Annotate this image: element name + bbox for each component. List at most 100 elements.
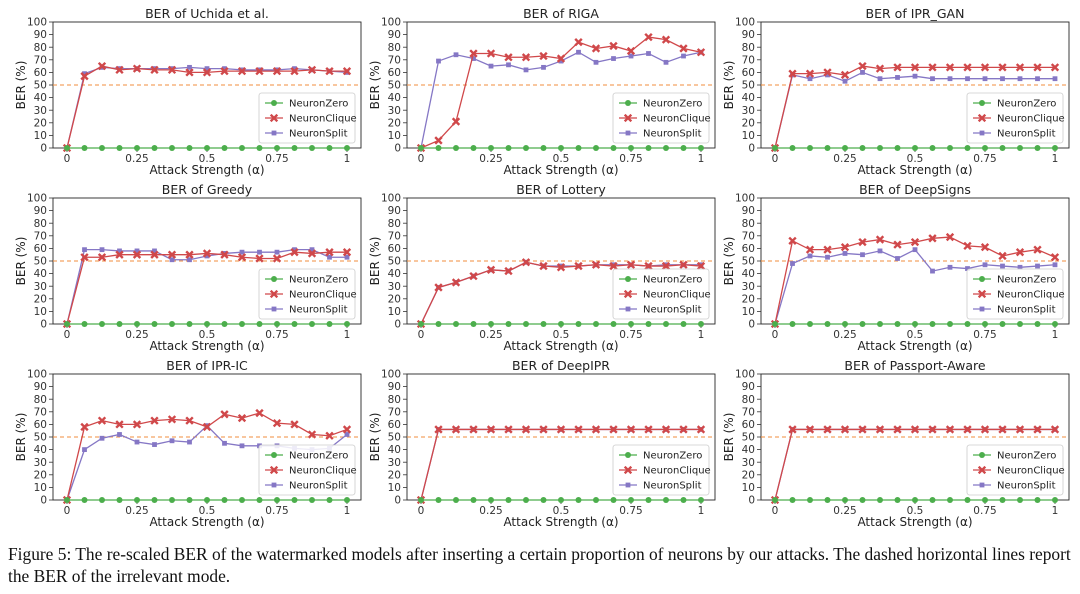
y-tick-label: 70 xyxy=(388,230,401,242)
y-tick-label: 90 xyxy=(34,205,47,217)
data-point xyxy=(912,321,918,327)
y-tick-label: 70 xyxy=(34,230,47,242)
data-point xyxy=(418,497,424,503)
y-tick-label: 70 xyxy=(742,230,755,242)
data-point xyxy=(64,497,70,503)
data-point xyxy=(789,497,796,503)
data-point xyxy=(486,265,496,274)
data-point xyxy=(291,497,298,503)
series-neuronzero xyxy=(418,497,704,503)
data-point xyxy=(99,247,105,253)
legend-marker xyxy=(271,100,277,106)
data-point xyxy=(539,261,548,271)
x-tick-label: 0.5 xyxy=(553,505,570,517)
data-point xyxy=(309,497,315,503)
data-point xyxy=(842,251,848,256)
y-axis-label: BER (%) xyxy=(368,413,382,462)
data-point xyxy=(859,145,866,151)
data-point xyxy=(963,241,972,251)
data-point xyxy=(486,49,496,58)
y-tick-label: 0 xyxy=(748,143,755,155)
data-point xyxy=(628,321,634,327)
y-tick-label: 90 xyxy=(742,381,755,393)
data-point xyxy=(696,48,706,57)
subplot-9: BER of Passport-Aware0102030405060708090… xyxy=(722,358,1070,529)
y-tick-label: 90 xyxy=(388,381,401,393)
legend-label: NeuronClique xyxy=(289,290,357,301)
data-point xyxy=(788,425,797,434)
legend: NeuronZero NeuronClique NeuronSplit xyxy=(258,268,357,320)
data-point xyxy=(99,321,105,327)
data-point xyxy=(964,497,971,503)
legend-marker xyxy=(979,452,985,458)
data-point xyxy=(1015,248,1025,257)
data-point xyxy=(81,321,88,327)
data-point xyxy=(116,497,123,503)
y-tick-label: 80 xyxy=(742,218,755,230)
data-point xyxy=(772,321,778,327)
y-tick-label: 40 xyxy=(742,268,755,280)
data-point xyxy=(326,321,333,327)
data-point xyxy=(807,497,813,503)
legend-label: NeuronZero xyxy=(643,99,702,110)
y-tick-label: 70 xyxy=(742,406,755,418)
data-point xyxy=(222,440,227,446)
x-tick-label: 0.25 xyxy=(833,153,856,165)
data-point xyxy=(945,63,955,72)
legend-label: NeuronSplit xyxy=(997,481,1056,492)
data-point xyxy=(858,237,867,247)
series-neuronclique xyxy=(416,425,706,505)
data-point xyxy=(64,145,70,151)
data-point xyxy=(842,78,848,84)
data-point xyxy=(469,49,478,58)
data-point xyxy=(325,248,334,257)
data-point xyxy=(202,249,212,258)
data-point xyxy=(186,145,193,151)
legend-box xyxy=(612,92,710,144)
subplot-1: BER of Uchida et al.01020304050607080901… xyxy=(14,6,362,177)
data-point xyxy=(202,68,212,77)
data-point xyxy=(626,46,636,56)
x-tick-label: 0.5 xyxy=(907,153,924,165)
data-point xyxy=(999,145,1006,151)
data-point xyxy=(556,263,566,272)
data-point xyxy=(698,145,704,151)
x-tick-label: 0.25 xyxy=(125,329,148,341)
data-point xyxy=(151,145,158,151)
x-axis-label: Attack Strength (α) xyxy=(149,163,264,177)
data-point xyxy=(488,497,494,503)
legend-marker xyxy=(271,306,277,312)
data-point xyxy=(150,250,159,259)
data-point xyxy=(523,145,529,151)
y-tick-label: 100 xyxy=(27,193,47,205)
data-point xyxy=(506,62,511,68)
data-point xyxy=(97,416,107,425)
x-tick-label: 1 xyxy=(698,153,705,165)
data-point xyxy=(239,443,245,449)
data-point xyxy=(274,321,280,327)
y-tick-label: 60 xyxy=(742,419,755,431)
data-point xyxy=(698,321,704,327)
data-point xyxy=(82,247,87,253)
y-tick-label: 0 xyxy=(40,143,47,155)
x-tick-label: 0.5 xyxy=(553,153,570,165)
data-point xyxy=(451,117,461,126)
legend-box xyxy=(966,268,1064,320)
data-point xyxy=(202,422,212,432)
data-point xyxy=(274,145,280,151)
plot-title: BER of Uchida et al. xyxy=(145,6,269,21)
legend-marker xyxy=(979,306,985,312)
data-point xyxy=(858,425,867,434)
data-point xyxy=(169,257,175,263)
y-tick-label: 60 xyxy=(742,243,755,255)
data-point xyxy=(807,253,813,259)
data-point xyxy=(274,249,280,255)
data-point xyxy=(291,145,298,151)
x-tick-label: 1 xyxy=(344,505,351,517)
legend-marker xyxy=(625,100,631,106)
legend-label: NeuronClique xyxy=(643,466,711,477)
data-point xyxy=(894,145,901,151)
data-point xyxy=(593,497,599,503)
data-point xyxy=(894,321,901,327)
data-point xyxy=(558,321,564,327)
